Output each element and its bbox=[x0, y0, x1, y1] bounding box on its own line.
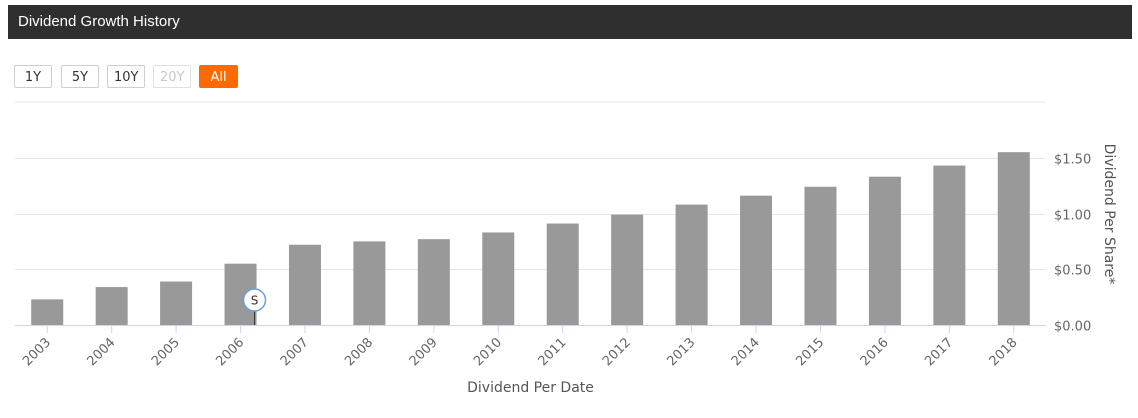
bar bbox=[933, 165, 966, 325]
x-tick-label: 2007 bbox=[278, 335, 312, 369]
bar bbox=[160, 281, 193, 325]
x-tick-label: 2016 bbox=[858, 335, 892, 369]
bar bbox=[31, 299, 64, 325]
x-tick-label: 2005 bbox=[149, 335, 183, 369]
y-axis-title: Dividend Per Share* bbox=[1101, 144, 1117, 285]
x-axis-title: Dividend Per Date bbox=[467, 380, 594, 396]
range-20y-button: 20Y bbox=[153, 65, 191, 88]
chart-header: Dividend Growth History bbox=[8, 5, 1132, 39]
bar bbox=[417, 239, 450, 325]
bar bbox=[997, 152, 1030, 325]
x-tick-label: 2014 bbox=[729, 335, 763, 369]
range-5y-button[interactable]: 5Y bbox=[61, 65, 99, 88]
bar bbox=[675, 204, 708, 325]
range-1y-button[interactable]: 1Y bbox=[14, 65, 52, 88]
bar bbox=[288, 244, 321, 325]
y-tick-label: $1.50 bbox=[1054, 153, 1091, 168]
bar bbox=[740, 195, 773, 325]
bar bbox=[611, 214, 644, 325]
chart-title: Dividend Growth History bbox=[18, 13, 180, 30]
bar bbox=[868, 176, 901, 325]
x-tick-label: 2008 bbox=[342, 335, 376, 369]
y-tick-label: $0.00 bbox=[1054, 320, 1091, 335]
x-tick-label: 2011 bbox=[536, 335, 570, 369]
range-10y-button[interactable]: 10Y bbox=[107, 65, 145, 88]
x-tick-label: 2012 bbox=[600, 335, 634, 369]
bar bbox=[353, 241, 386, 325]
y-tick-label: $0.50 bbox=[1054, 264, 1091, 279]
x-tick-label: 2010 bbox=[471, 335, 505, 369]
x-tick-label: 2017 bbox=[922, 335, 956, 369]
x-tick-label: 2018 bbox=[987, 335, 1021, 369]
bar bbox=[804, 186, 837, 325]
flag-circle bbox=[242, 288, 267, 312]
bar bbox=[95, 287, 128, 325]
x-tick-label: 2006 bbox=[213, 335, 247, 369]
range-all-button[interactable]: All bbox=[199, 65, 238, 88]
x-tick-label: 2013 bbox=[664, 335, 698, 369]
x-tick-label: 2004 bbox=[84, 335, 118, 369]
x-tick-label: 2003 bbox=[20, 335, 54, 369]
y-tick-label: $1.00 bbox=[1054, 209, 1091, 224]
bar bbox=[482, 232, 515, 325]
x-tick-label: 2015 bbox=[793, 335, 827, 369]
flag-label: S bbox=[251, 294, 259, 308]
x-tick-label: 2009 bbox=[407, 335, 441, 369]
bar bbox=[546, 223, 579, 325]
